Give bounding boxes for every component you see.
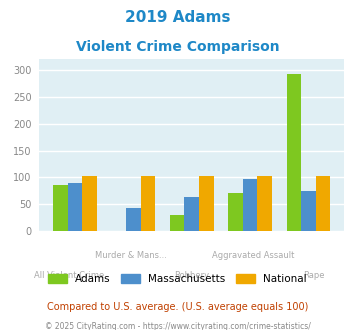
Text: Compared to U.S. average. (U.S. average equals 100): Compared to U.S. average. (U.S. average … (47, 302, 308, 312)
Bar (257, 176, 272, 231)
Bar (141, 176, 155, 231)
Bar (184, 197, 199, 231)
Bar (243, 179, 257, 231)
Text: Aggravated Assault: Aggravated Assault (212, 251, 294, 260)
Text: © 2025 CityRating.com - https://www.cityrating.com/crime-statistics/: © 2025 CityRating.com - https://www.city… (45, 322, 310, 330)
Bar (301, 191, 316, 231)
Text: Rape: Rape (303, 271, 324, 280)
Bar (170, 215, 184, 231)
Bar (286, 74, 301, 231)
Legend: Adams, Massachusetts, National: Adams, Massachusetts, National (45, 271, 310, 287)
Text: Robbery: Robbery (174, 271, 209, 280)
Bar (199, 176, 214, 231)
Bar (82, 176, 97, 231)
Bar (228, 193, 243, 231)
Bar (53, 185, 67, 231)
Bar (126, 209, 141, 231)
Text: 2019 Adams: 2019 Adams (125, 10, 230, 25)
Text: All Violent Crime: All Violent Crime (34, 271, 105, 280)
Bar (67, 183, 82, 231)
Bar (316, 176, 331, 231)
Text: Violent Crime Comparison: Violent Crime Comparison (76, 40, 279, 53)
Text: Murder & Mans...: Murder & Mans... (95, 251, 166, 260)
